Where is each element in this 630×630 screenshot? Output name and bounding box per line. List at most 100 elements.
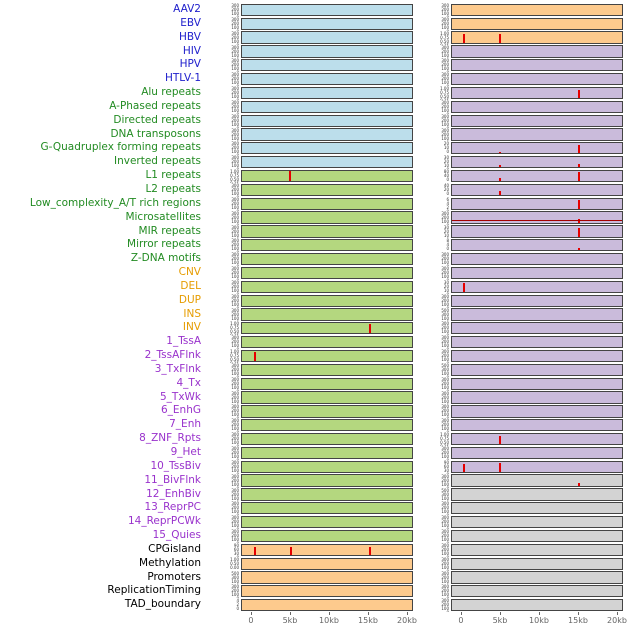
y-tick-label: 4: [236, 598, 239, 604]
y-axis-ticks-right: 40 20 0: [413, 183, 451, 197]
y-tick-label: 200: [231, 339, 239, 345]
y-tick-label: 0: [446, 583, 449, 584]
y-tick-label: 300: [441, 515, 449, 521]
y-tick-label: 300: [231, 155, 239, 161]
track-panel-right: [451, 543, 623, 556]
y-tick-label: 0.25: [440, 43, 449, 44]
y-tick-label: 100: [231, 121, 239, 127]
y-tick-label: 100: [231, 274, 239, 280]
y-tick-label: 0: [236, 555, 239, 556]
track-label: 7_Enh: [169, 418, 201, 431]
y-tick-label: 0: [446, 29, 449, 30]
y-tick-label: 0.50: [230, 560, 239, 566]
y-tick-label: 100: [231, 454, 239, 459]
x-tick-label: 10kb: [319, 616, 339, 626]
track-label: 12_EnhBiv: [146, 487, 201, 500]
y-axis-ticks-left: 9060300: [205, 543, 241, 556]
track-label: Mirror repeats: [127, 238, 201, 251]
y-tick-label: 300: [441, 570, 449, 576]
y-tick-label: 200: [441, 505, 449, 511]
y-tick-label: 100: [441, 454, 449, 459]
track-label: Inverted repeats: [113, 155, 201, 168]
y-tick-label: 300: [441, 349, 449, 355]
y-tick-label: 300: [441, 404, 449, 410]
y-tick-label: 200: [441, 546, 449, 552]
track-panel-right: [451, 156, 623, 169]
y-tick-label: 0: [446, 362, 449, 363]
track-panel-right: [451, 391, 623, 404]
track-panel-left: [241, 419, 413, 432]
y-tick-label: 0: [446, 334, 449, 335]
x-axis-right: 0 5kb 10kb 15kb 20kb: [451, 612, 627, 630]
y-tick-label: 0: [446, 542, 449, 543]
y-axis-ticks-right: 1.000.750.500.250.00: [413, 31, 451, 44]
y-tick-label: 100: [441, 357, 449, 363]
track-label: DUP: [178, 293, 201, 306]
y-tick-label: 0: [236, 43, 239, 44]
y-tick-label: 300: [441, 210, 449, 216]
track-panel-right: [451, 142, 623, 155]
track-panel-left: [241, 488, 413, 501]
y-tick-label: 0: [236, 306, 239, 307]
y-tick-label: 0: [446, 514, 449, 515]
track-label: 6_EnhG: [160, 404, 201, 417]
y-tick-label: 300: [231, 446, 239, 451]
track-panel-right: [451, 239, 623, 252]
y-tick-label: 100: [441, 523, 449, 529]
y-axis-ticks-right: 1.000.750.500.250.00: [413, 86, 451, 100]
y-tick-label: 100: [441, 218, 449, 224]
track-panel-right: [451, 73, 623, 86]
track-label: TAD_boundary: [124, 598, 201, 611]
y-tick-label: 100: [441, 135, 449, 141]
x-axis-tickmark: [577, 612, 579, 616]
y-tick-label: 300: [441, 529, 449, 535]
peak-bar: [577, 163, 580, 168]
track-label: DEL: [180, 279, 201, 292]
y-tick-label: 0.25: [230, 182, 239, 183]
track-row: Low_complexity_A/T rich regions 300 200 10…: [0, 197, 630, 211]
y-tick-label: 200: [441, 422, 449, 428]
y-tick-label: 0: [446, 555, 449, 556]
y-tick-label: 20: [443, 283, 449, 289]
track-label: 11_BivFlnk: [144, 473, 201, 486]
track-label: 5_TxWk: [159, 390, 201, 403]
track-panel-right: [451, 252, 623, 266]
y-tick-label: 200: [231, 76, 239, 82]
y-tick-label: 100: [231, 66, 239, 72]
y-tick-label: 0: [446, 177, 449, 183]
y-tick-label: 0: [446, 126, 449, 127]
y-tick-label: 0.25: [440, 99, 449, 100]
y-tick-label: 0: [446, 500, 449, 501]
track-panel-left: [241, 502, 413, 515]
y-tick-label: 200: [231, 214, 239, 220]
y-tick-label: 100: [231, 509, 239, 515]
axis-spacer: [0, 612, 241, 630]
track-panel-right: [451, 349, 623, 363]
peak-bar: [369, 546, 372, 555]
track-panel-right: [451, 266, 623, 280]
y-tick-label: 300: [231, 58, 239, 64]
y-tick-label: 300: [441, 491, 449, 497]
y-tick-label: 100: [441, 343, 449, 349]
track-label: Alu repeats: [141, 86, 201, 99]
track-label: 15_Quies: [152, 529, 201, 542]
y-tick-label: 200: [441, 519, 449, 525]
y-tick-label: 200: [441, 214, 449, 220]
track-label: INS: [183, 307, 201, 320]
peak-bar: [288, 171, 291, 182]
